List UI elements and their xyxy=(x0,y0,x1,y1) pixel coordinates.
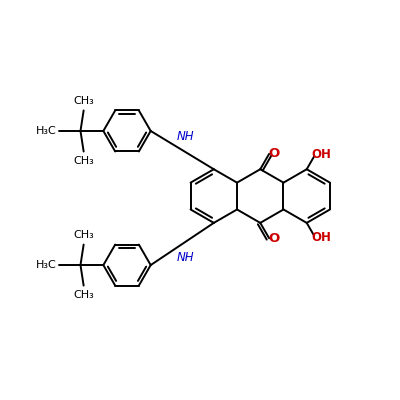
Text: H₃C: H₃C xyxy=(36,260,57,270)
Text: O: O xyxy=(269,147,280,160)
Text: CH₃: CH₃ xyxy=(73,156,94,166)
Text: O: O xyxy=(269,232,280,245)
Text: OH: OH xyxy=(311,231,331,244)
Text: NH: NH xyxy=(176,130,194,143)
Text: H₃C: H₃C xyxy=(36,126,57,136)
Text: CH₃: CH₃ xyxy=(73,230,94,240)
Text: NH: NH xyxy=(176,251,194,264)
Text: CH₃: CH₃ xyxy=(73,290,94,300)
Text: OH: OH xyxy=(311,148,331,161)
Text: CH₃: CH₃ xyxy=(73,96,94,106)
